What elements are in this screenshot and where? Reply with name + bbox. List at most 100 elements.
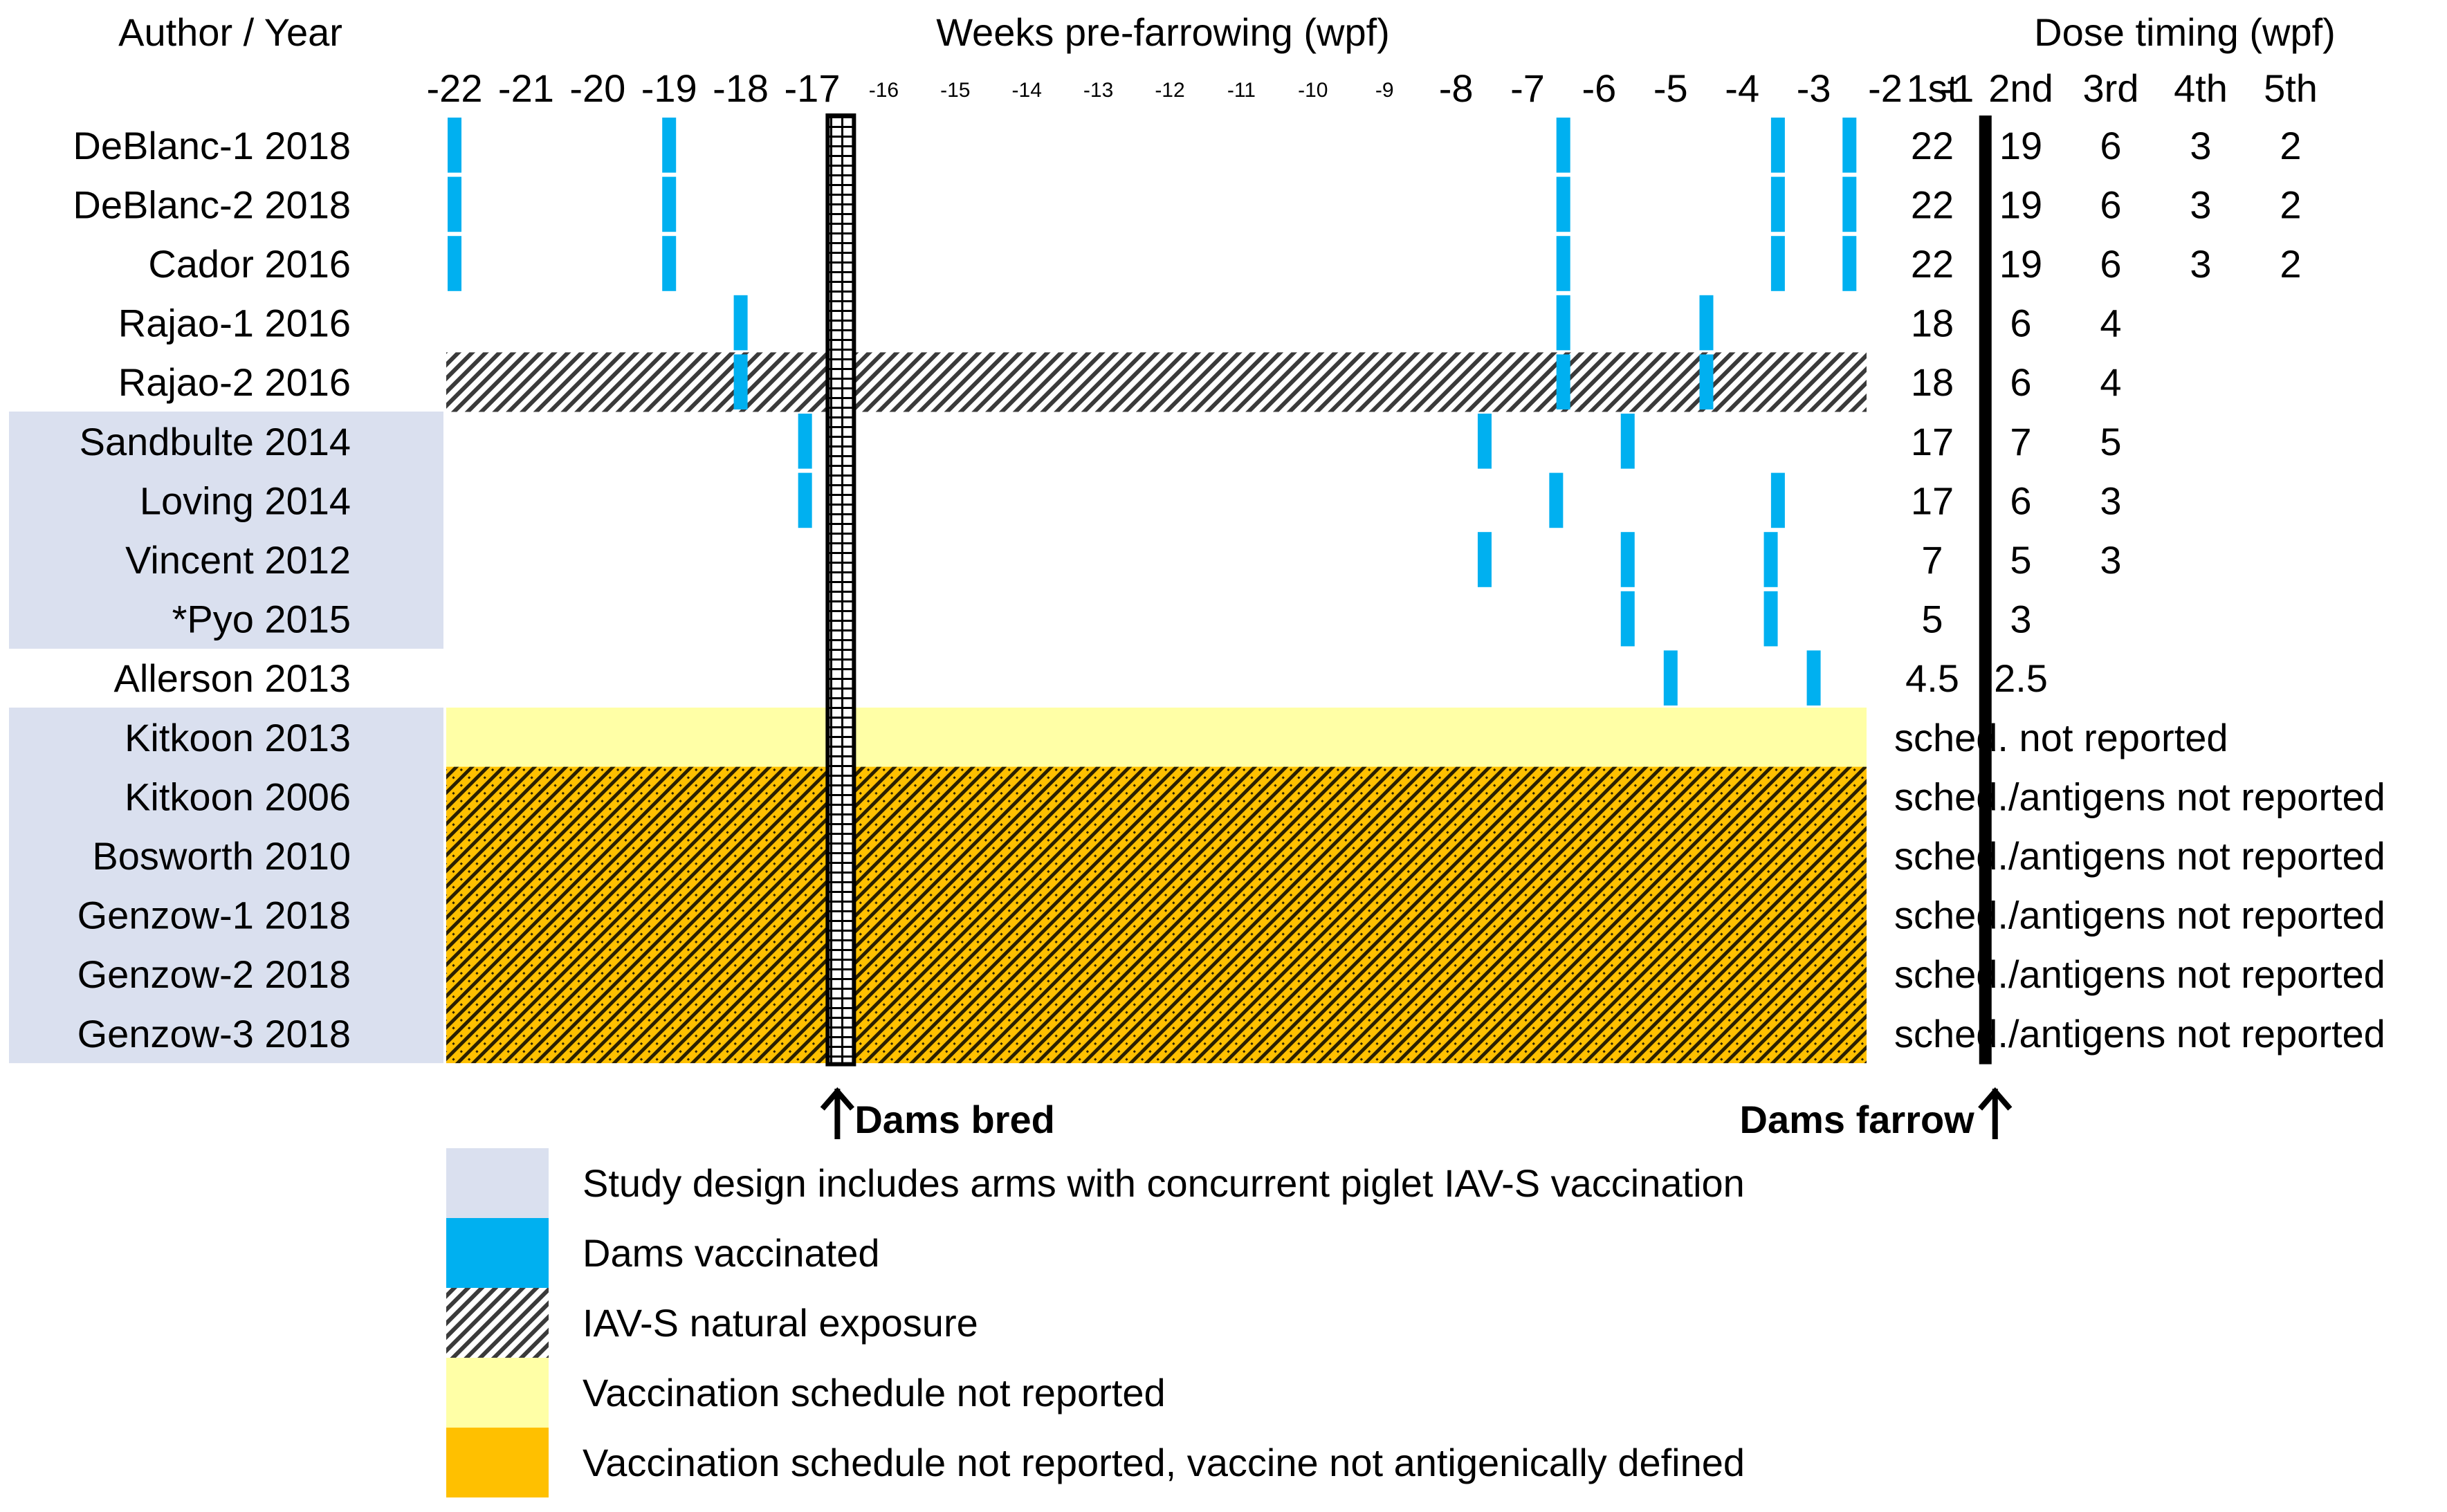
vaccination-bar <box>733 295 748 351</box>
dose-header: Dose timing (wpf) <box>2034 10 2336 54</box>
vaccination-bar <box>1556 295 1570 351</box>
dams-bred-marker-line <box>825 113 856 1067</box>
vaccination-bar <box>1770 118 1785 173</box>
legend-item-exposure: IAV-S natural exposure <box>446 1288 978 1358</box>
x-tick-label: -18 <box>713 66 769 110</box>
dose-value: 19 <box>1999 183 2042 226</box>
row-background-undefined <box>446 826 1867 886</box>
vaccination-bar <box>1842 118 1857 173</box>
vaccination-bars <box>448 118 1857 706</box>
schedule-note: sched. not reported <box>1894 716 2228 759</box>
row-label-genzow-3-2018: Genzow-3 2018 <box>77 1012 351 1055</box>
event-markers <box>825 113 1992 1067</box>
legend-label: IAV-S natural exposure <box>583 1301 978 1345</box>
vaccination-bar <box>1770 176 1785 232</box>
row-backgrounds <box>446 352 1867 1064</box>
vaccination-bar <box>1699 295 1714 351</box>
row-background-exposure <box>446 352 1867 412</box>
legend-item-undefined: Vaccination schedule not reported, vacci… <box>446 1428 1745 1497</box>
dose-value: 6 <box>2100 183 2121 226</box>
vaccination-bar <box>1763 532 1778 587</box>
legend-label: Dams vaccinated <box>583 1231 880 1275</box>
vaccination-bar <box>448 176 461 232</box>
dose-value: 6 <box>2010 360 2031 404</box>
dose-value: 17 <box>1911 420 1954 463</box>
vaccination-bar <box>1770 472 1785 528</box>
vaccination-bar <box>1763 591 1778 647</box>
x-tick-label: -20 <box>569 66 625 110</box>
up-arrow-icon <box>820 1087 855 1139</box>
vaccination-bar <box>1620 591 1635 647</box>
schedule-note: sched./antigens not reported <box>1894 894 2385 937</box>
dose-value: 18 <box>1911 302 1954 345</box>
dose-value: 4 <box>2100 360 2121 404</box>
x-tick-label: -19 <box>641 66 697 110</box>
dose-value: 3 <box>2100 538 2121 582</box>
legend-swatch <box>446 1358 549 1428</box>
vaccination-bar <box>1806 650 1821 706</box>
piglet-arm-highlight <box>9 885 443 945</box>
vaccination-bar <box>1549 472 1564 528</box>
dose-column-header: 5th <box>2264 66 2318 110</box>
dose-value: 3 <box>2190 183 2211 226</box>
dose-column-header: 3rd <box>2083 66 2139 110</box>
row-label-sandbulte-2014: Sandbulte 2014 <box>80 420 351 463</box>
vaccination-bar <box>1477 414 1492 469</box>
vaccination-bar <box>448 236 461 291</box>
legend-label: Study design includes arms with concurre… <box>583 1161 1745 1205</box>
x-tick-label: -8 <box>1439 66 1474 110</box>
vaccination-bar <box>1556 236 1570 291</box>
vaccination-bar <box>1556 176 1570 232</box>
row-background-undefined <box>446 1004 1867 1064</box>
piglet-arm-highlight <box>9 766 443 827</box>
marker-labels: Dams bred Dams farrow <box>820 1087 2013 1141</box>
vaccination-bar <box>662 176 677 232</box>
legend-item-not-reported: Vaccination schedule not reported <box>446 1358 1166 1428</box>
dose-value: 22 <box>1911 242 1954 286</box>
vaccination-bar <box>1770 236 1785 291</box>
dams-bred-label: Dams bred <box>854 1098 1054 1141</box>
row-label-genzow-2-2018: Genzow-2 2018 <box>77 952 351 996</box>
x-tick-label: -15 <box>940 79 970 102</box>
piglet-arm-highlight <box>9 589 443 649</box>
dose-value: 5 <box>2010 538 2031 582</box>
dose-value: 2 <box>2280 183 2301 226</box>
dose-value: 18 <box>1911 360 1954 404</box>
legend-swatch <box>446 1428 549 1497</box>
dose-value: 17 <box>1911 479 1954 522</box>
piglet-arm-highlight <box>9 826 443 886</box>
dose-value: 7 <box>2010 420 2031 463</box>
schedule-note: sched./antigens not reported <box>1894 952 2385 996</box>
legend-swatch <box>446 1288 549 1358</box>
row-label-rajao-1-2016: Rajao-1 2016 <box>118 302 351 345</box>
row-background-undefined <box>446 944 1867 1004</box>
x-tick-label: -1 <box>1940 66 1974 110</box>
x-tick-label: -7 <box>1510 66 1545 110</box>
dose-value: 3 <box>2190 242 2211 286</box>
row-background-undefined <box>446 766 1867 827</box>
dose-value: 4 <box>2100 302 2121 345</box>
piglet-arm-highlight <box>9 530 443 590</box>
row-labels: DeBlanc-1 2018 DeBlanc-2 2018 Cador 2016 Ra… <box>73 124 351 1055</box>
x-tick-label: -4 <box>1725 66 1759 110</box>
vaccination-bar <box>448 118 461 173</box>
dams-farrow-label: Dams farrow <box>1740 1098 1975 1141</box>
x-tick-label: -11 <box>1227 79 1256 102</box>
x-tick-label: -5 <box>1653 66 1688 110</box>
piglet-arm-highlight <box>9 412 443 472</box>
schedule-note: sched./antigens not reported <box>1894 1012 2385 1055</box>
vaccination-bar <box>662 118 677 173</box>
dose-column-header: 2nd <box>1988 66 2053 110</box>
x-tick-label: -13 <box>1083 79 1113 102</box>
x-tick-label: -21 <box>498 66 554 110</box>
row-label-cador-2016: Cador 2016 <box>148 242 351 286</box>
vaccination-bar <box>1663 650 1678 706</box>
vaccination-bar <box>798 414 812 469</box>
dose-column-headers: 1st 2nd 3rd 4th 5th <box>1907 66 2318 110</box>
row-label-allerson-2013: Allerson 2013 <box>114 656 351 700</box>
dose-values: 22 19 6 3 222 19 6 3 222 19 6 3 218 6 418 6 417 7 517 6 37 5 3… <box>1894 124 2385 1055</box>
vaccination-bar <box>733 354 748 409</box>
row-label-kitkoon-2006: Kitkoon 2006 <box>125 775 351 818</box>
x-tick-label: -10 <box>1298 79 1328 102</box>
